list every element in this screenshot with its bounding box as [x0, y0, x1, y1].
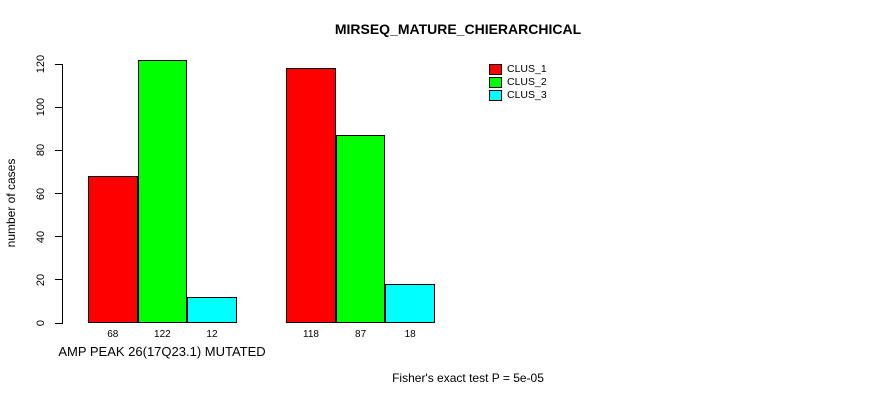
- bar-value-clus_2-group2: 87: [355, 329, 367, 340]
- y-tick-label: 100: [35, 97, 47, 117]
- y-tick-label: 120: [35, 54, 47, 74]
- bar-clus_1-group1: [88, 176, 138, 323]
- bar-clus_1-group2: [286, 68, 336, 323]
- legend: CLUS_1 CLUS_2 CLUS_3: [489, 64, 547, 103]
- y-tick-label: 20: [35, 273, 47, 286]
- y-tick-mark: [55, 236, 62, 238]
- legend-item-clus_3: CLUS_3: [489, 90, 547, 101]
- legend-swatch-icon: [489, 90, 502, 101]
- y-axis-line: [62, 64, 63, 324]
- bar-value-clus_1-group2: 118: [303, 329, 319, 340]
- y-tick-mark: [55, 149, 62, 151]
- bar-value-clus_3-group2: 18: [404, 329, 416, 340]
- fisher-test-note: Fisher's exact test P = 5e-05: [392, 371, 544, 385]
- legend-item-clus_2: CLUS_2: [489, 77, 547, 88]
- y-tick-mark: [55, 279, 62, 281]
- y-tick-label: 40: [35, 230, 47, 243]
- y-tick-label: 0: [35, 319, 47, 327]
- bar-clus_3-group1: [187, 297, 237, 323]
- bar-value-clus_2-group1: 122: [154, 329, 171, 340]
- y-axis-label: number of cases: [4, 158, 18, 248]
- y-tick-mark: [55, 106, 62, 108]
- y-tick-label: 60: [35, 187, 47, 200]
- y-tick-mark: [55, 322, 62, 324]
- bar-clus_2-group2: [335, 135, 386, 323]
- bar-clus_2-group1: [137, 59, 188, 323]
- bar-value-clus_3-group1: 12: [206, 329, 218, 340]
- legend-item-clus_1: CLUS_1: [489, 64, 547, 75]
- chart-title: MIRSEQ_MATURE_CHIERARCHICAL: [334, 21, 582, 37]
- x-axis-label: AMP PEAK 26(17Q23.1) MUTATED: [58, 344, 266, 359]
- bar-value-clus_1-group1: 68: [107, 329, 119, 340]
- bar-clus_3-group2: [385, 284, 435, 323]
- legend-swatch-icon: [489, 64, 502, 75]
- y-tick-mark: [55, 193, 62, 194]
- legend-label: CLUS_2: [507, 76, 547, 88]
- legend-label: CLUS_3: [507, 89, 547, 101]
- legend-label: CLUS_1: [507, 63, 547, 75]
- y-tick-label: 80: [35, 144, 47, 157]
- legend-swatch-icon: [489, 77, 502, 88]
- y-tick-mark: [55, 63, 62, 65]
